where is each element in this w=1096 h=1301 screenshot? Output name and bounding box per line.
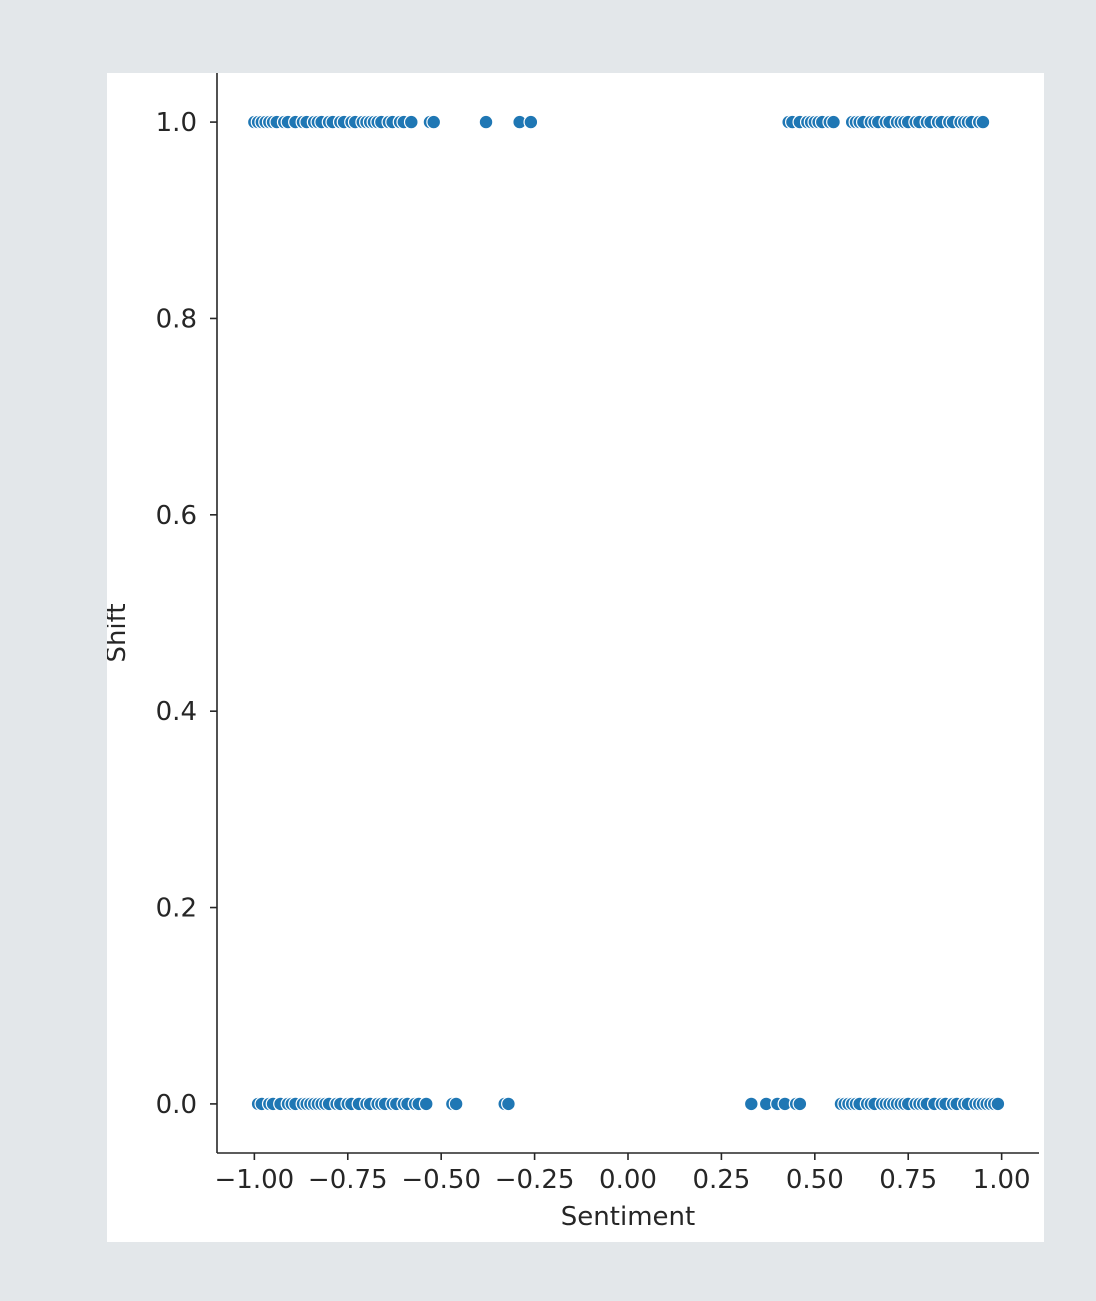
y-axis-title: Shift [107,603,132,662]
x-axis-title: Sentiment [561,1202,695,1232]
scatter-point [418,1096,434,1112]
x-tick-label: −0.25 [495,1165,575,1195]
y-tick-label: 0.0 [156,1090,197,1120]
x-tick-label: 1.00 [973,1165,1031,1195]
y-tick-label: 0.2 [156,894,197,924]
scatter-point [826,114,841,130]
scatter-point [523,114,539,130]
scatter-figure: −1.00 −0.75 −0.50 −0.25 0.00 0.25 0.50 0.75 1.00… [107,73,1044,1242]
x-tick-label: 0.75 [879,1165,937,1195]
y-tick-label: 0.4 [156,697,197,727]
x-tick-label: −1.00 [215,1165,295,1195]
x-tick-label: 0.50 [786,1165,844,1195]
y-tick-label: 0.8 [156,304,197,334]
axes-layer [216,73,1039,1154]
y-tick-label: 0.6 [156,501,197,531]
scatter-chart: −1.00 −0.75 −0.50 −0.25 0.00 0.25 0.50 0.75 1.00… [107,73,1039,1232]
y-tick-label: 1.0 [156,108,197,138]
scatter-point [990,1096,1006,1112]
scatter-point [975,114,991,130]
scatter-point [501,1096,516,1112]
x-tick-label: −0.75 [308,1165,388,1195]
scatter-point [478,114,494,130]
scatter-point [426,114,442,130]
scatter-point [448,1096,464,1112]
x-tick-label: 0.00 [599,1165,657,1195]
x-tick-label: 0.25 [692,1165,750,1195]
y-ticks: 0.0 0.2 0.4 0.6 0.8 1.0 [156,108,217,1120]
scatter-point [403,114,419,130]
scatter-point [792,1096,808,1112]
points-layer [246,114,1006,1112]
x-ticks: −1.00 −0.75 −0.50 −0.25 0.00 0.25 0.50 0.75 1.00 [215,1153,1031,1195]
x-tick-label: −0.50 [401,1165,481,1195]
scatter-point [743,1096,759,1112]
